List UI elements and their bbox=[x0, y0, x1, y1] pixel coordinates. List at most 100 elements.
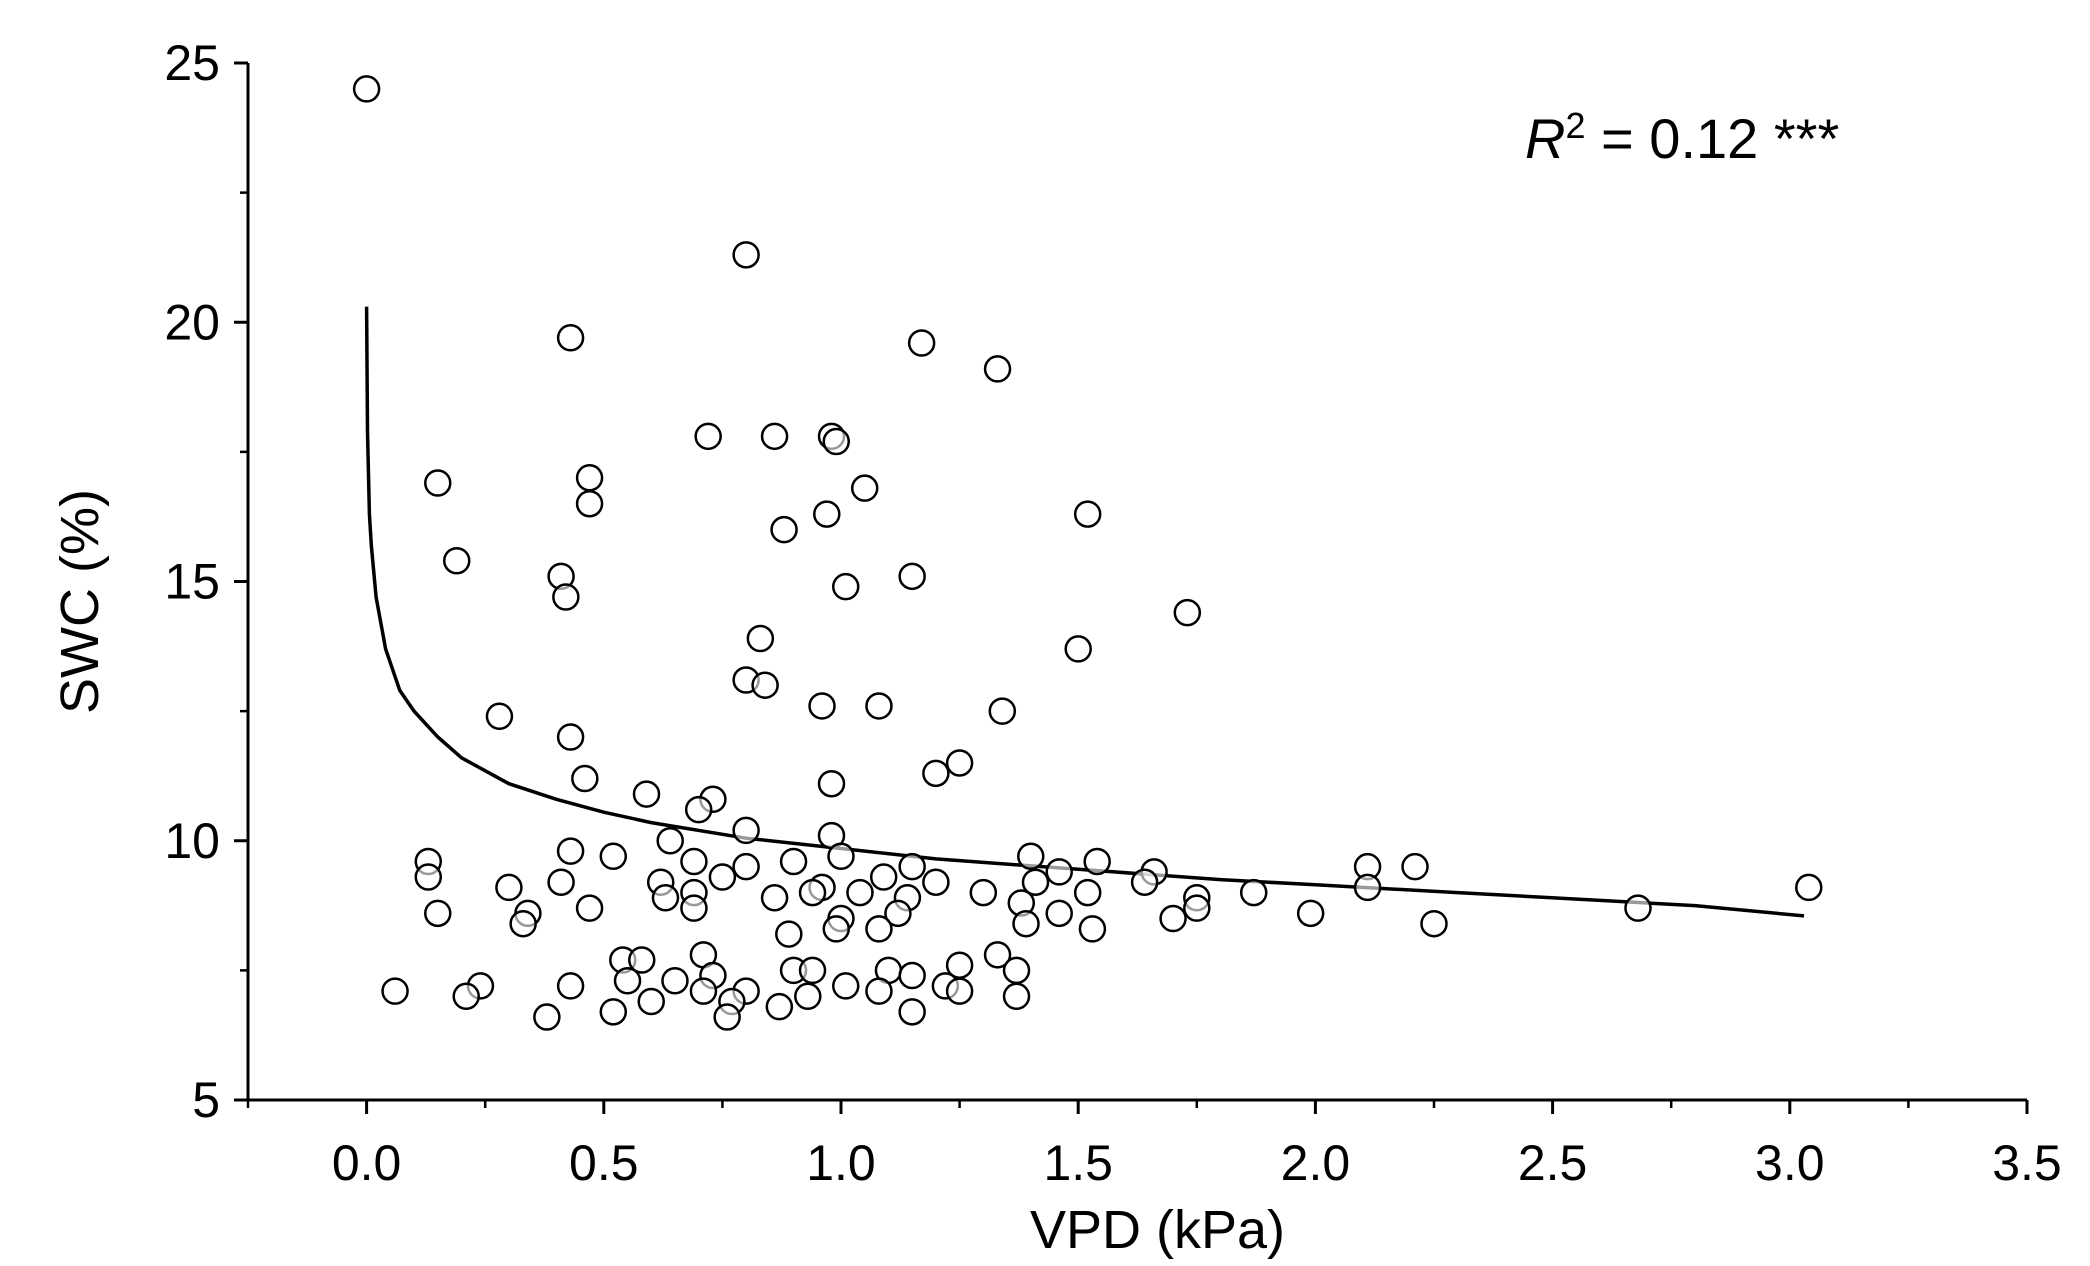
data-point bbox=[1064, 635, 1092, 663]
x-tick-label: 0.0 bbox=[332, 1135, 402, 1191]
y-tick-label: 5 bbox=[192, 1072, 220, 1128]
y-tick-label: 10 bbox=[164, 813, 220, 869]
data-point bbox=[945, 977, 974, 1005]
data-point bbox=[983, 355, 1012, 383]
data-point bbox=[599, 842, 628, 871]
data-point bbox=[1073, 878, 1102, 907]
data-point bbox=[813, 500, 841, 528]
data-point bbox=[1078, 915, 1107, 943]
data-point bbox=[732, 241, 760, 269]
y-tick-label: 15 bbox=[164, 554, 220, 610]
r-symbol: R bbox=[1525, 107, 1565, 170]
data-point bbox=[613, 966, 642, 995]
data-point bbox=[442, 547, 471, 575]
fit-curve bbox=[364, 306, 1805, 918]
data-point bbox=[533, 1003, 561, 1031]
data-point bbox=[746, 624, 775, 653]
data-point bbox=[547, 868, 575, 896]
data-point bbox=[556, 324, 585, 352]
data-point bbox=[661, 966, 689, 995]
data-point bbox=[684, 795, 713, 824]
data-point bbox=[571, 764, 599, 793]
data-point bbox=[680, 894, 708, 922]
data-point bbox=[556, 972, 585, 1000]
data-point bbox=[414, 863, 443, 891]
data-point bbox=[1130, 868, 1159, 896]
data-point bbox=[865, 915, 893, 943]
data-point bbox=[898, 998, 926, 1026]
data-point bbox=[1012, 909, 1040, 938]
data-point bbox=[352, 75, 381, 103]
x-tick-label: 2.5 bbox=[1518, 1135, 1588, 1191]
data-point bbox=[1795, 873, 1823, 902]
data-point bbox=[945, 749, 974, 777]
data-point bbox=[869, 863, 898, 891]
data-point bbox=[732, 816, 760, 845]
data-point bbox=[817, 769, 846, 798]
data-point bbox=[495, 873, 523, 902]
y-axis-title: SWC (%) bbox=[50, 489, 110, 714]
data-point bbox=[1401, 852, 1429, 881]
data-point bbox=[765, 992, 794, 1021]
data-point bbox=[850, 474, 879, 502]
data-point bbox=[424, 469, 452, 497]
data-point bbox=[452, 982, 480, 1011]
data-point bbox=[846, 878, 874, 907]
y-tick-label: 25 bbox=[164, 35, 220, 91]
data-point bbox=[575, 894, 604, 922]
data-point bbox=[822, 915, 851, 943]
data-point bbox=[575, 489, 604, 518]
y-ticks: 5 10 15 20 25 bbox=[164, 35, 248, 1128]
data-point bbox=[770, 515, 798, 544]
x-axis-title: VPD (kPa) bbox=[1030, 1200, 1285, 1260]
data-point bbox=[898, 961, 926, 990]
r-exponent: 2 bbox=[1565, 105, 1585, 146]
data-point bbox=[922, 759, 950, 788]
data-point bbox=[898, 852, 926, 881]
data-point bbox=[1045, 858, 1073, 886]
r-squared-annotation: R2 = 0.12 *** bbox=[1525, 105, 1839, 171]
data-point bbox=[760, 422, 789, 451]
data-point bbox=[831, 972, 860, 1000]
data-point bbox=[485, 702, 514, 731]
data-point bbox=[922, 868, 950, 896]
data-point bbox=[680, 847, 708, 876]
data-point bbox=[1183, 894, 1211, 922]
data-point bbox=[1021, 868, 1050, 896]
data-point bbox=[732, 852, 760, 881]
data-point bbox=[1624, 894, 1652, 922]
data-point bbox=[1002, 982, 1031, 1011]
data-point bbox=[794, 982, 822, 1011]
data-point bbox=[779, 847, 808, 876]
data-point bbox=[628, 946, 656, 974]
data-point bbox=[760, 884, 789, 912]
data-point bbox=[808, 692, 836, 720]
data-point bbox=[798, 956, 827, 985]
y-tick-label: 20 bbox=[164, 294, 220, 350]
data-point bbox=[1159, 904, 1187, 933]
data-point bbox=[827, 842, 855, 871]
data-point bbox=[632, 780, 661, 808]
x-tick-label: 3.0 bbox=[1755, 1135, 1825, 1191]
data-point bbox=[424, 899, 452, 928]
data-point bbox=[1420, 909, 1448, 938]
data-point bbox=[708, 863, 737, 891]
data-point bbox=[509, 909, 537, 938]
data-point bbox=[865, 692, 893, 720]
data-point bbox=[751, 671, 779, 699]
data-point bbox=[1239, 878, 1268, 907]
data-point bbox=[637, 987, 665, 1016]
data-point bbox=[1073, 500, 1102, 528]
data-point bbox=[381, 977, 409, 1005]
data-point bbox=[599, 998, 628, 1026]
data-point bbox=[1353, 873, 1382, 902]
axes bbox=[246, 63, 2027, 1102]
data-point bbox=[1045, 899, 1073, 928]
r-value: = 0.12 *** bbox=[1585, 107, 1839, 170]
data-points bbox=[352, 75, 1823, 1031]
data-point bbox=[556, 837, 585, 865]
data-point bbox=[689, 977, 718, 1005]
x-tick-label: 0.5 bbox=[569, 1135, 639, 1191]
data-point bbox=[907, 329, 936, 357]
data-point bbox=[865, 977, 893, 1005]
